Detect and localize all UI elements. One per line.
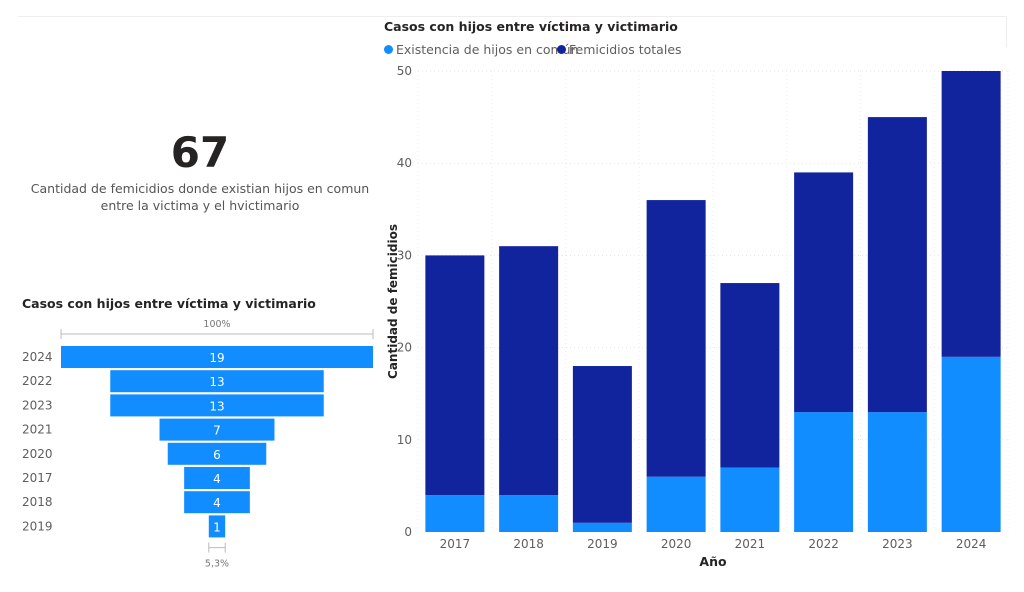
stacked-bar-chart: 0 10 20 30 40 50 2017 2018 2019 2020 2021 2022 2023 2…: [386, 64, 1009, 569]
y-axis-title: Cantidad de femicidios: [386, 224, 400, 379]
x-tick-label: 2020: [661, 537, 692, 551]
x-tick-label: 2024: [956, 537, 987, 551]
bar-segment: [425, 255, 485, 496]
funnel-value-label: 19: [209, 351, 224, 365]
funnel-category-label: 2022: [22, 374, 53, 388]
legend-item-total[interactable]: Femicidios totales: [557, 42, 682, 57]
funnel-value-label: 13: [209, 399, 224, 413]
funnel-bar: [110, 370, 324, 393]
x-tick-label: 2022: [808, 537, 839, 551]
funnel-value-label: 1: [213, 520, 221, 534]
bar-segment: [867, 117, 927, 413]
funnel-chart: 100% 2024 19 2022 13 2023 13 2021 7 2020 6 2017 4 201…: [22, 319, 374, 570]
bar-segment: [425, 495, 485, 532]
funnel-value-label: 13: [209, 375, 224, 389]
funnel-value-label: 6: [213, 448, 221, 462]
x-tick-label: 2021: [735, 537, 766, 551]
y-tick-label: 0: [404, 525, 412, 539]
bar-segment: [499, 246, 559, 496]
funnel-category-label: 2018: [22, 495, 53, 509]
bar-segment: [720, 467, 780, 532]
bar-segment: [867, 412, 927, 532]
legend-dot-icon: [557, 45, 566, 54]
x-axis-title: Año: [699, 554, 727, 569]
bar-chart-title: Casos con hijos entre víctima y victimar…: [384, 19, 678, 34]
funnel-value-label: 7: [213, 424, 221, 438]
kpi-value: 67: [170, 128, 230, 177]
funnel-category-label: 2024: [22, 350, 53, 364]
funnel-bottom-percent: 5,3%: [205, 559, 229, 570]
funnel-value-label: 4: [213, 496, 221, 510]
chart-frame: [18, 16, 1007, 47]
y-tick-label: 10: [397, 433, 412, 447]
bar-segment: [646, 476, 706, 532]
legend-dot-icon: [384, 45, 393, 54]
funnel-top-percent: 100%: [203, 319, 230, 330]
funnel-category-label: 2020: [22, 447, 53, 461]
legend-item-common[interactable]: Existencia de hijos en común: [384, 42, 579, 57]
funnel-bar: [110, 394, 324, 417]
bar-segment: [572, 522, 632, 532]
bar-segment: [720, 283, 780, 468]
y-tick-label: 50: [397, 64, 412, 78]
kpi-label: Cantidad de femicidios donde existian hi…: [30, 181, 370, 213]
y-tick-label: 40: [397, 156, 412, 170]
x-tick-label: 2017: [440, 537, 471, 551]
funnel-bar: [184, 491, 250, 514]
bar-segment: [794, 412, 854, 532]
bar-segment: [794, 172, 854, 413]
funnel-bar: [208, 515, 226, 538]
legend-label: Existencia de hijos en común: [396, 42, 579, 57]
x-tick-label: 2023: [882, 537, 913, 551]
legend-label: Femicidios totales: [569, 42, 682, 57]
funnel-bar: [167, 442, 267, 465]
funnel-bar: [184, 467, 250, 489]
bar-segment: [941, 356, 1001, 532]
funnel-bar: [61, 346, 373, 368]
bar-segment: [499, 495, 559, 532]
funnel-value-label: 4: [213, 472, 221, 486]
funnel-category-label: 2021: [22, 423, 53, 437]
funnel-category-label: 2019: [22, 519, 53, 533]
bar-segment: [941, 71, 1001, 357]
y-tick-label: 20: [397, 341, 412, 355]
x-tick-label: 2019: [587, 537, 618, 551]
bar-segment: [646, 200, 706, 477]
x-tick-label: 2018: [513, 537, 544, 551]
funnel-category-label: 2017: [22, 471, 53, 485]
y-tick-label: 30: [397, 248, 412, 262]
funnel-bar: [159, 418, 275, 441]
bar-segment: [572, 366, 632, 523]
funnel-category-label: 2023: [22, 398, 53, 412]
funnel-title: Casos con hijos entre víctima y victimar…: [22, 296, 316, 311]
